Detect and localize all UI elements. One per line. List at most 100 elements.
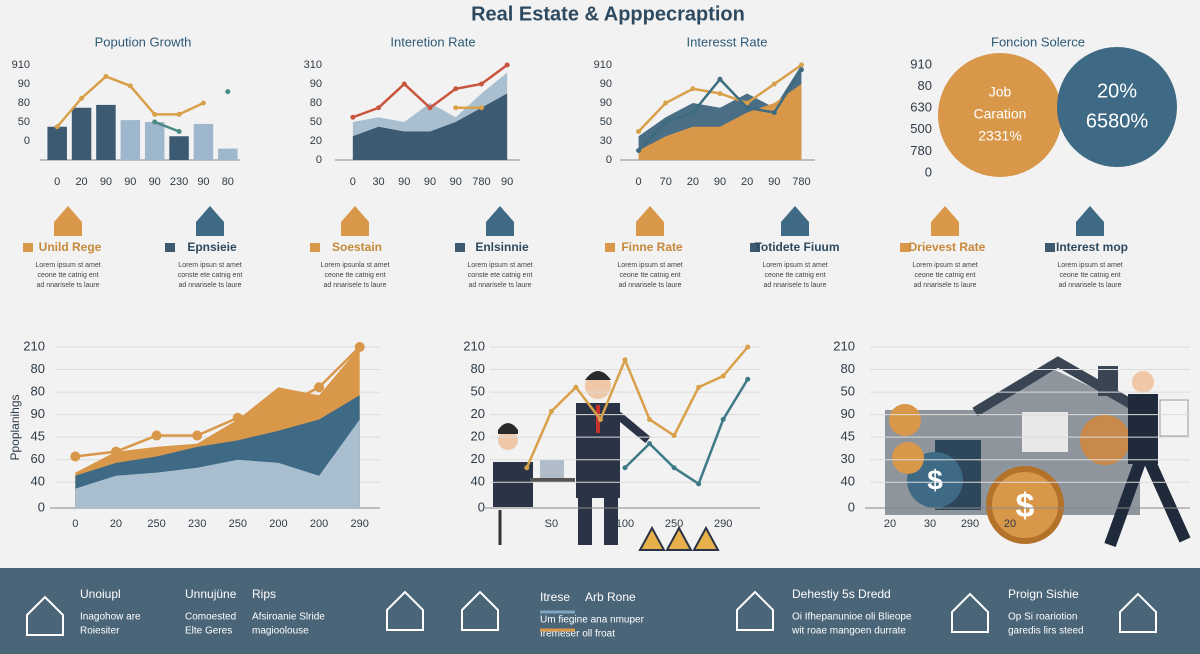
x-tick-label: 30 [924,518,936,530]
vertex [504,62,510,68]
y-tick-label: 50 [841,384,855,399]
footer-icon [26,595,64,636]
y-tick-label: 50 [471,384,485,399]
vertex [478,105,484,111]
bar [169,136,189,160]
y-tick-label: 40 [841,474,855,489]
feature-label: Enlsinnie [475,240,529,254]
x-tick-label: 20 [110,518,122,530]
footer-title: Rips [252,587,276,601]
x-tick-label: 90 [149,176,161,188]
y-tick-label: 910 [12,59,30,71]
y-tick-label: 20 [471,406,485,421]
footer-text: Afsiroanie Slride [252,612,325,623]
vertex [636,129,642,134]
y-tick-label: 40 [31,474,45,489]
y-tick-label: 80 [31,361,45,376]
footer-text: garedis lirs steed [1008,626,1084,637]
feature-icon [1076,206,1104,236]
feature-text: ceone tte catnig ent [914,272,975,279]
line [155,92,228,132]
x-tick-label: 230 [170,176,188,188]
y-tick-label: 40 [471,474,485,489]
y-tick-label: 90 [841,406,855,421]
x-tick-label: 20 [1004,518,1016,530]
feature-label: Finne Rate [621,240,683,254]
vertex [127,83,133,89]
vertex [176,111,182,117]
footer-text: Inagohow are [80,612,141,623]
svg-text:$: $ [927,464,943,495]
area [638,84,802,160]
feature-text: ad nnarisele ts laure [913,282,976,289]
footer-band [0,568,1200,654]
vertex [573,384,579,390]
x-tick-label: 20 [741,176,753,188]
feature-label: Unild Rege [39,240,102,254]
vertex [200,100,206,106]
x-tick-label: 90 [768,176,780,188]
vertex [225,89,231,95]
footer-icon [1119,592,1157,633]
x-tick-label: 90 [424,176,436,188]
footer-text: Um fiegine ana nmuper [540,615,645,626]
feature-icon [781,206,809,236]
chart-title: Foncion Solerce [991,34,1085,49]
feature-icon [931,206,959,236]
vertex [771,110,777,115]
vertex [720,416,726,422]
x-tick-label: 30 [372,176,384,188]
marker [151,430,162,441]
y-tick-label: 45 [841,429,855,444]
vertex [54,124,60,130]
feature-text: ad nnarisele ts laure [618,282,681,289]
line [75,346,361,458]
feature-text: Lorem ipsum st amet [762,262,827,269]
y-axis-label: Ppoplanihgs [8,394,22,460]
vertex [744,105,750,111]
vertex [427,105,433,111]
feature-text: Lorem ipsunla st amet [321,262,390,269]
legend-swatch [23,243,33,252]
stat-circle [1057,47,1177,167]
y-tick-label: 50 [18,116,30,128]
feature-text: ad nnarisele ts laure [763,282,826,289]
vertex [636,148,642,153]
vertex [597,416,603,422]
y-tick-label: 310 [304,59,322,71]
legend-swatch [1045,243,1055,252]
vertex [696,481,702,487]
vertex [401,81,407,87]
feature-text: ad nnarisele ts laure [1058,282,1121,289]
x-tick-label: 780 [792,176,810,188]
vertex [717,76,723,82]
footer-text: magioolouse [252,626,309,637]
y-tick-label: 80 [471,361,485,376]
vertex [798,67,804,73]
feature-text: Lorem ipsum st amet [467,262,532,269]
footer-title: Unnujüne [185,587,237,601]
y-tick-label: 90 [600,78,612,90]
bar [120,120,141,160]
vertex [690,110,696,115]
x-tick-label: 0 [54,176,60,188]
feature-label: Interest mop [1056,240,1128,254]
y-tick-label: 80 [310,97,322,109]
feature-text: ad nnarisele ts laure [323,282,386,289]
vertex [152,119,158,125]
vertex [376,105,382,111]
feature-text: ceone tte catnig ent [1059,272,1120,279]
feature-label: Totidete Fiuum [754,240,839,254]
y-tick-label: 910 [910,56,932,71]
x-tick-label: 20 [884,518,896,530]
footer-icon [461,590,499,631]
y-tick-label: 90 [310,78,322,90]
vertex [176,129,182,134]
vertex [671,465,677,471]
y-tick-label: 0 [316,154,322,166]
feature-text: Lorem ipsum st amet [912,262,977,269]
feature-icon [196,206,224,236]
footer-title: Proign Sishie [1008,587,1079,601]
y-tick-label: 60 [31,451,45,466]
